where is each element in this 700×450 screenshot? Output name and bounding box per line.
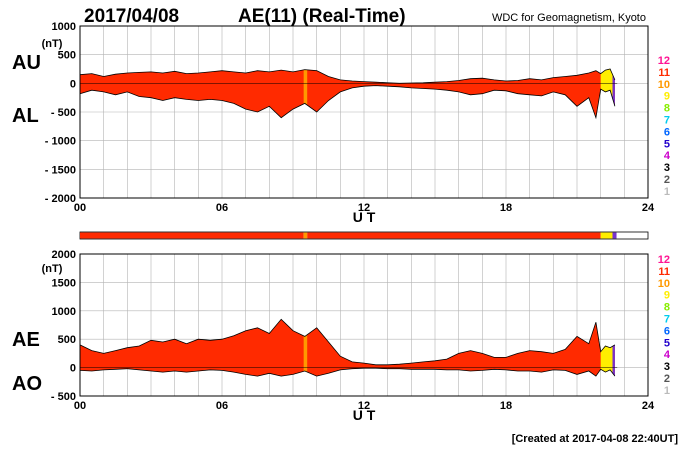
- au-al-yticks: 1000 500 0 - 500 - 1000 - 1500 - 2000: [45, 21, 76, 205]
- legend-item: 2: [664, 373, 670, 385]
- au-al-ytick-label: - 1000: [45, 136, 76, 148]
- au-al-frame: [79, 25, 649, 199]
- legend-item: 7: [664, 115, 670, 127]
- legend-item: 11: [658, 266, 670, 278]
- legend-item: 5: [664, 337, 670, 349]
- au-al-xtick-label: 00: [74, 202, 86, 214]
- ae-ao-xtick-label: 00: [74, 400, 86, 412]
- ae-ao-ytick-label: 1000: [52, 306, 76, 318]
- legend-item: 12: [658, 254, 670, 266]
- legend-item: 10: [658, 79, 670, 91]
- ae-ao-lines: [79, 318, 618, 377]
- ae-ao-ao-line: [79, 367, 616, 377]
- legend-item: 6: [664, 126, 670, 138]
- au-al-xlabel: U T: [353, 209, 376, 225]
- date-label: 2017/04/08: [84, 6, 179, 27]
- legend-item: 6: [664, 325, 670, 337]
- legend-item: 9: [664, 290, 670, 302]
- ae-ao-xticks: 00 06 12 18 24: [74, 400, 655, 412]
- status-strip-segment: [307, 232, 601, 239]
- au-al-unit: (nT): [42, 38, 63, 50]
- ae-ao-xtick-label: 06: [216, 400, 228, 412]
- au-al-ytick-label: 0: [70, 78, 76, 90]
- au-al-xticks: 00 06 12 18 24: [74, 202, 655, 214]
- status-strip-segments: [80, 232, 617, 239]
- au-al-xtick-label: 24: [642, 202, 655, 214]
- legend-item: 12: [658, 55, 670, 67]
- status-strip: [79, 231, 649, 240]
- legend-item: 7: [664, 314, 670, 326]
- au-al-ytick-label: 1000: [52, 21, 76, 33]
- ae-ao-xtick-label: 18: [500, 400, 512, 412]
- legend-item: 8: [664, 302, 670, 314]
- ae-label: AE: [12, 329, 40, 351]
- au-al-ytick-label: - 2000: [45, 193, 76, 205]
- plot-title: AE(11) (Real-Time): [238, 6, 406, 27]
- ae-ao-frame: [79, 253, 649, 397]
- ae-ao-ytick-label: 0: [70, 363, 76, 375]
- legend-item: 8: [664, 103, 670, 115]
- status-strip-segment: [303, 232, 308, 239]
- ae-ao-area: [80, 319, 615, 377]
- ae-ao-orange-band: [303, 319, 308, 377]
- au-al-purple-band: [612, 69, 615, 118]
- au-al-lines: [79, 68, 618, 120]
- ao-label: AO: [12, 373, 42, 395]
- ae-ao-ytick-label: 2000: [52, 249, 76, 261]
- legend-item: 10: [658, 278, 670, 290]
- au-al-ytick-label: - 500: [51, 107, 76, 119]
- ae-ao-xlabel: U T: [353, 407, 376, 423]
- legend-item: 2: [664, 174, 670, 186]
- ae-ao-xtick-label: 12: [358, 400, 370, 412]
- ae-ao-ae-line: [79, 318, 616, 366]
- au-al-area: [80, 69, 615, 118]
- legend-item: 11: [658, 67, 670, 79]
- au-al-orange-band: [303, 69, 308, 118]
- ae-ao-panel: 2000 1500 1000 500 0 - 500 00 06 12 18 24 (nT) AE…: [12, 249, 655, 423]
- ae-ao-yticks: 2000 1500 1000 500 0 - 500: [51, 249, 76, 403]
- au-al-xtick-label: 06: [216, 202, 228, 214]
- ae-ao-purple-band: [612, 319, 615, 377]
- created-timestamp: [Created at 2017-04-08 22:40UT]: [512, 433, 679, 445]
- legend-item: 3: [664, 361, 670, 373]
- au-al-panel: 1000 500 0 - 500 - 1000 - 1500 - 2000 00 06 12 18…: [12, 21, 655, 225]
- ae-ao-fills: [80, 319, 615, 377]
- legend-item: 9: [664, 91, 670, 103]
- ae-ao-ytick-label: - 500: [51, 391, 76, 403]
- au-al-ytick-label: - 1500: [45, 164, 76, 176]
- au-label: AU: [12, 52, 41, 74]
- source-label: WDC for Geomagnetism, Kyoto: [492, 12, 646, 24]
- legend-item: 1: [664, 385, 670, 397]
- status-strip-segment: [612, 232, 617, 239]
- ae-ao-ytick-label: 1500: [52, 277, 76, 289]
- legend-item: 1: [664, 186, 670, 198]
- ae-ao-yellow-band: [600, 319, 613, 377]
- au-al-ytick-label: 500: [58, 50, 76, 62]
- ae-ao-xtick-label: 24: [642, 400, 655, 412]
- au-al-xtick-label: 18: [500, 202, 512, 214]
- au-al-au-line: [79, 68, 616, 84]
- al-label: AL: [12, 105, 39, 127]
- ae-ao-ytick-label: 500: [58, 334, 76, 346]
- ae-ao-unit: (nT): [42, 263, 63, 275]
- status-strip-segment: [600, 232, 613, 239]
- au-al-xtick-label: 12: [358, 202, 370, 214]
- legend-item: 4: [664, 150, 671, 162]
- legend-item: 4: [664, 349, 671, 361]
- status-strip-segment: [80, 232, 304, 239]
- legend-item: 3: [664, 162, 670, 174]
- au-al-al-line: [79, 85, 616, 120]
- legend-item: 5: [664, 138, 670, 150]
